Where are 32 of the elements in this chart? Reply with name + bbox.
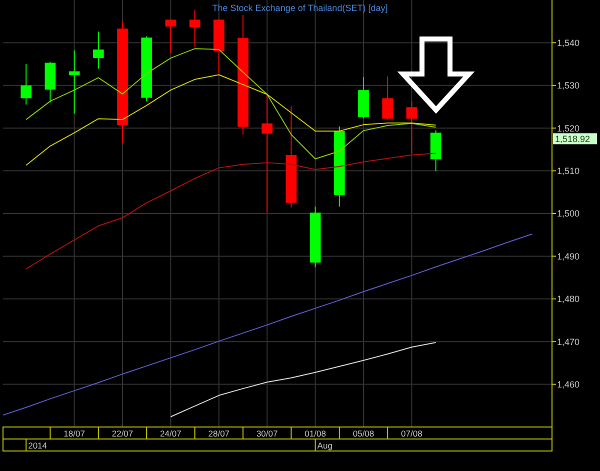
- x-tick-label: 24/07: [160, 428, 182, 438]
- candlestick: [406, 100, 418, 154]
- y-tick-label: 1,510: [557, 166, 580, 176]
- text: 1,518.92: [555, 134, 590, 144]
- x-tick-label: 18/07: [64, 428, 86, 438]
- x-tick-label: 01/08: [304, 428, 326, 438]
- y-tick-label: 1,460: [557, 379, 580, 390]
- x-tick-label: 07/08: [401, 428, 423, 438]
- text: Aug: [317, 440, 333, 450]
- y-tick-label: 1,490: [557, 251, 580, 262]
- line-series: [170, 342, 436, 418]
- candlestick: [189, 9, 200, 48]
- y-tick-label: 1,530: [557, 80, 580, 91]
- candlestick: [20, 64, 32, 106]
- line-series: [3, 233, 533, 416]
- line-series: [26, 48, 436, 160]
- x-tick-label: 30/07: [256, 428, 278, 438]
- text: 2014: [28, 440, 48, 450]
- y-tick-label: 1,540: [557, 38, 580, 48]
- x-tick-label: 22/07: [112, 428, 134, 438]
- candlestick: [165, 19, 176, 54]
- candlestick: [92, 31, 104, 70]
- chart-title: The Stock Exchange of Thailand(SET) [day]: [212, 3, 388, 13]
- line-series: [26, 74, 436, 166]
- candlestick: [262, 92, 273, 214]
- y-tick-label: 1,520: [557, 123, 580, 134]
- x-tick-label: 05/08: [352, 428, 374, 438]
- x-tick-label: 28/07: [208, 428, 230, 438]
- y-tick-label: 1,500: [557, 208, 580, 219]
- candlestick: [382, 76, 394, 120]
- y-tick-label: 1,480: [557, 294, 580, 304]
- y-tick-label: 1,470: [557, 336, 580, 347]
